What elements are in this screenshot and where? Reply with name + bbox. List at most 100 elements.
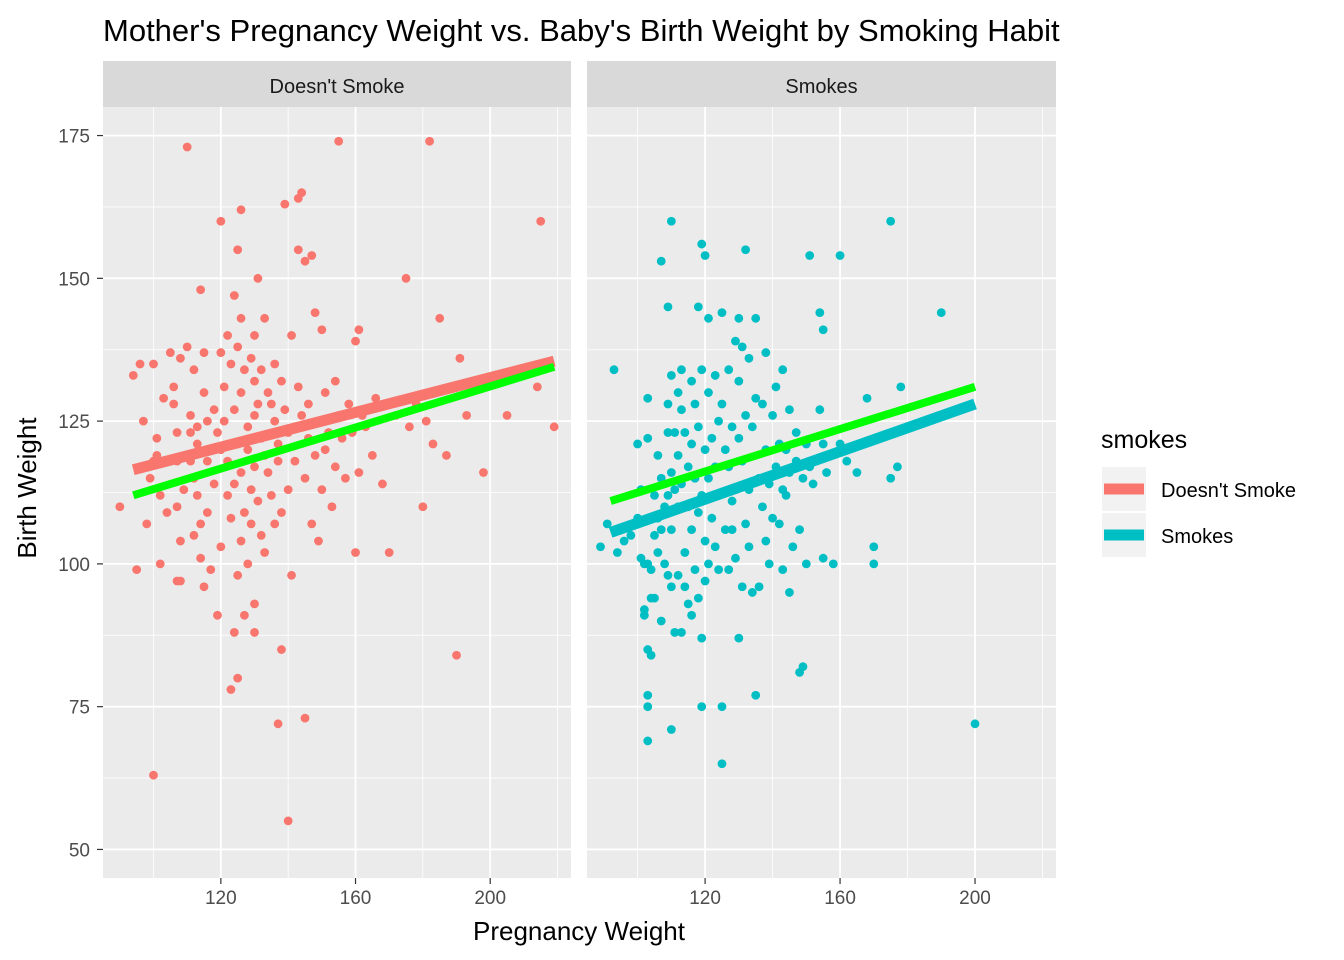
data-point xyxy=(970,719,980,729)
data-point xyxy=(656,256,666,266)
data-point xyxy=(633,439,643,449)
data-point xyxy=(367,450,377,460)
data-point xyxy=(260,313,270,323)
data-point xyxy=(250,599,259,609)
data-point xyxy=(815,308,825,317)
facet-strip xyxy=(587,61,1056,107)
data-point xyxy=(253,399,263,409)
data-point xyxy=(727,422,737,432)
data-point xyxy=(229,479,239,489)
x-axis-title: Pregnancy Weight xyxy=(473,916,686,946)
data-point xyxy=(650,530,659,540)
data-point xyxy=(670,485,680,495)
data-point xyxy=(724,565,734,574)
data-point xyxy=(643,690,653,700)
data-point xyxy=(731,553,740,563)
data-point xyxy=(236,205,246,215)
data-point xyxy=(401,273,411,283)
legend-label: Smokes xyxy=(1161,526,1233,548)
x-tick-label: 160 xyxy=(824,888,856,909)
data-point xyxy=(213,610,222,620)
data-point xyxy=(714,416,723,426)
data-point xyxy=(196,519,206,529)
facet-strip-label: Smokes xyxy=(785,76,857,98)
data-point xyxy=(700,536,710,546)
data-point xyxy=(330,462,340,472)
data-point xyxy=(256,530,266,540)
data-point xyxy=(169,382,179,392)
data-point xyxy=(869,542,879,552)
data-point xyxy=(751,393,761,403)
data-point xyxy=(734,376,744,386)
legend-entry: Doesn't Smoke xyxy=(1102,467,1296,511)
data-point xyxy=(724,365,734,375)
x-tick-label: 120 xyxy=(205,888,237,909)
facet-panel-2: Smokes 120 160 200 xyxy=(587,61,1056,909)
data-point xyxy=(670,628,680,637)
data-point xyxy=(653,548,663,557)
data-point xyxy=(680,548,690,557)
data-point xyxy=(751,313,761,323)
data-point xyxy=(287,570,296,580)
data-point xyxy=(142,519,152,529)
data-point xyxy=(704,313,713,323)
data-point xyxy=(115,502,125,512)
y-axis-title: Birth Weight xyxy=(12,417,42,559)
data-point xyxy=(720,525,730,535)
data-point xyxy=(196,285,206,295)
data-point xyxy=(700,576,710,586)
data-point xyxy=(815,405,825,415)
data-point xyxy=(283,816,293,826)
data-point xyxy=(677,365,686,375)
data-point xyxy=(717,759,727,769)
y-tick-label: 50 xyxy=(69,840,90,861)
data-point xyxy=(680,428,690,437)
data-point xyxy=(199,582,209,592)
data-point xyxy=(660,559,670,569)
data-point xyxy=(536,216,546,226)
data-point xyxy=(683,462,693,472)
data-point xyxy=(747,422,757,432)
data-point xyxy=(192,439,202,449)
data-point xyxy=(643,433,653,443)
y-tick-label: 150 xyxy=(58,269,90,290)
data-point xyxy=(250,331,259,340)
data-point xyxy=(673,450,683,460)
data-point xyxy=(162,508,172,517)
data-point xyxy=(704,559,713,569)
data-point xyxy=(290,456,300,466)
data-point xyxy=(351,336,360,346)
data-point xyxy=(341,473,350,483)
data-point xyxy=(310,450,320,460)
data-point xyxy=(378,479,387,489)
overall-fit-line xyxy=(609,383,977,505)
data-point xyxy=(172,428,182,437)
data-point xyxy=(744,542,754,552)
data-point xyxy=(754,582,764,592)
data-point xyxy=(801,559,811,569)
data-point xyxy=(320,388,330,397)
data-point xyxy=(677,628,686,637)
data-point xyxy=(182,342,192,352)
data-point xyxy=(822,468,831,477)
data-point xyxy=(186,428,195,437)
data-point xyxy=(189,365,199,375)
data-point xyxy=(300,256,310,266)
data-point xyxy=(680,582,690,592)
data-point xyxy=(297,188,307,198)
data-point xyxy=(741,245,750,255)
data-point xyxy=(707,513,717,523)
data-point xyxy=(260,548,270,557)
legend: smokes Doesn't Smoke Smokes xyxy=(1101,426,1296,557)
data-point xyxy=(297,411,307,420)
data-point xyxy=(690,399,700,409)
data-point xyxy=(781,490,791,500)
data-point xyxy=(700,445,710,455)
data-point xyxy=(462,411,472,420)
data-point xyxy=(176,353,185,363)
data-point xyxy=(710,371,720,380)
data-point xyxy=(693,593,703,603)
data-point xyxy=(663,302,673,312)
data-point xyxy=(216,542,226,552)
